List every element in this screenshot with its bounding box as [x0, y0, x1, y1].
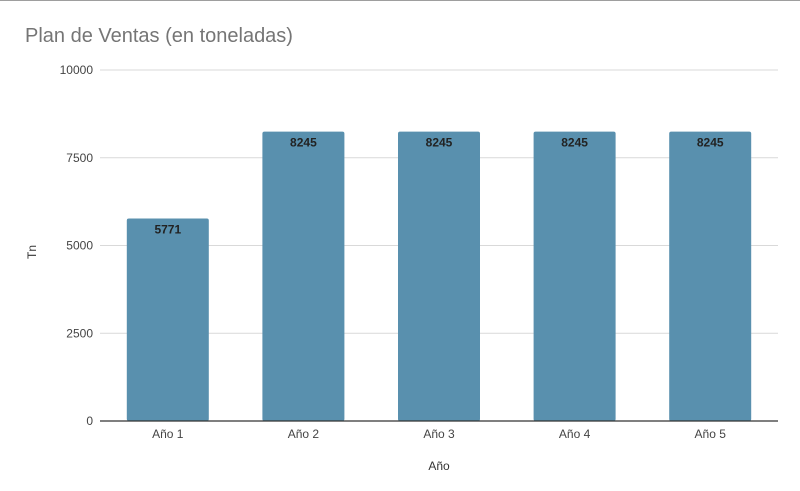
x-tick-label: Año 2 — [288, 427, 320, 441]
y-tick-label: 10000 — [60, 63, 94, 77]
y-tick-label: 5000 — [66, 239, 93, 253]
x-tick-label: Año 1 — [152, 427, 184, 441]
bar — [126, 218, 209, 421]
x-tick-label: Año 3 — [423, 427, 455, 441]
bar — [533, 131, 616, 421]
y-tick-label: 7500 — [66, 151, 93, 165]
data-label: 8245 — [290, 136, 317, 150]
data-label: 8245 — [697, 136, 724, 150]
data-label: 8245 — [426, 136, 453, 150]
y-tick-label: 2500 — [66, 326, 93, 340]
x-tick-label: Año 5 — [695, 427, 727, 441]
x-tick-label: Año 4 — [559, 427, 591, 441]
data-label: 5771 — [154, 222, 181, 236]
chart-title: Plan de Ventas (en toneladas) — [25, 25, 293, 47]
bar — [262, 131, 345, 421]
x-axis-label: Año — [428, 459, 450, 473]
y-axis-label: Tn — [25, 245, 39, 259]
top-border — [0, 0, 800, 1]
data-label: 8245 — [561, 136, 588, 150]
y-tick-label: 0 — [86, 414, 93, 428]
bar — [669, 131, 752, 421]
bar — [398, 131, 480, 421]
